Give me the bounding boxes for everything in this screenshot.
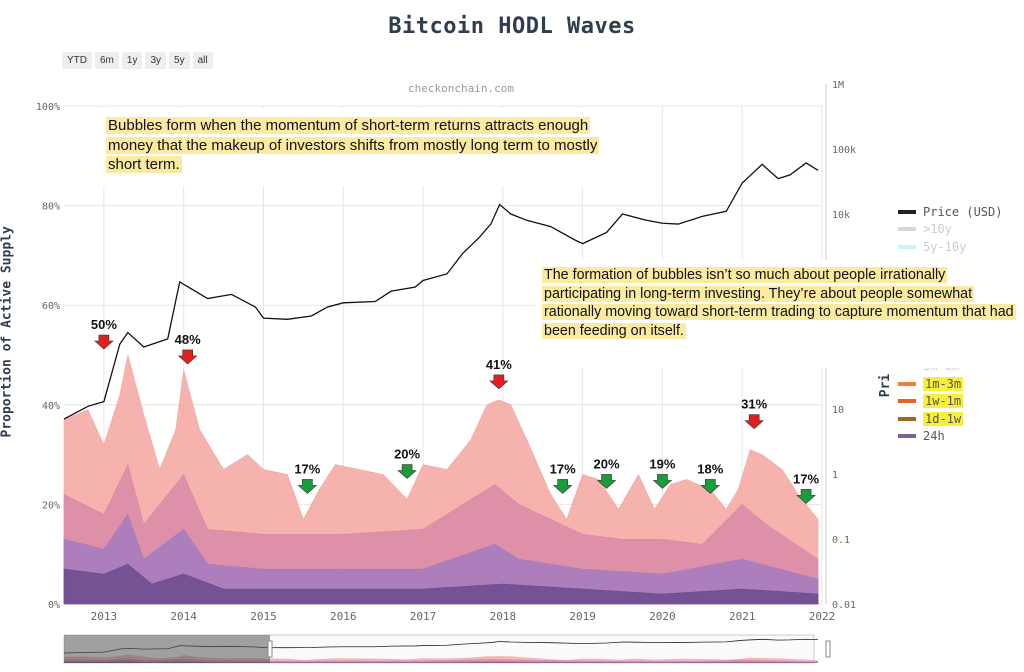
range-5y-button[interactable]: 5y bbox=[169, 52, 190, 69]
callout-arrow-icon bbox=[700, 479, 721, 494]
callout-label: 17% bbox=[793, 471, 819, 486]
range-slider-handle-right[interactable] bbox=[825, 640, 831, 658]
legend-swatch bbox=[898, 434, 916, 439]
x-tick-label: 2022 bbox=[809, 610, 836, 623]
area-24h bbox=[63, 563, 819, 605]
range-slider bbox=[63, 634, 831, 664]
callout-label: 18% bbox=[697, 461, 723, 476]
legend-swatch bbox=[898, 416, 916, 421]
legend-label: 1m-3m bbox=[923, 376, 964, 391]
range-ytd-button[interactable]: YTD bbox=[62, 52, 92, 69]
range-slider-mask bbox=[64, 635, 270, 663]
legend-label: Price (USD) bbox=[923, 204, 1003, 219]
callout-label: 41% bbox=[486, 357, 512, 372]
x-tick-label: 2019 bbox=[569, 610, 596, 623]
x-tick-label: 2017 bbox=[410, 610, 437, 623]
legend-swatch bbox=[898, 209, 916, 214]
y2-tick-label: 100k bbox=[832, 145, 856, 156]
legend-swatch bbox=[898, 227, 916, 232]
annotation-right: The formation of bubbles isn’t so much a… bbox=[536, 260, 1022, 368]
callout-arrow-icon bbox=[596, 474, 617, 489]
callout-label: 17% bbox=[550, 461, 576, 476]
legend-label: 1d-1w bbox=[923, 411, 964, 426]
legend: Price (USD)>10y5y-10y3m-6m1m-3m1w-1m1d-1… bbox=[898, 203, 1002, 445]
callout-label: 48% bbox=[175, 332, 201, 347]
callout-arrow-icon bbox=[94, 334, 114, 350]
x-tick-label: 2016 bbox=[330, 610, 357, 623]
callout-label: 31% bbox=[741, 397, 767, 412]
callout-markers: 50% 48% 17% 20% 41% 17% 20% 19% 18% 31% 17% bbox=[91, 317, 819, 504]
axes: 0% 20% 40% 60% 80% 100% 2013 2014 2015 2016 2017 20… bbox=[36, 80, 856, 623]
legend-item[interactable]: Price (USD) bbox=[898, 203, 1002, 221]
annotation-top: Bubbles form when the momentum of short-… bbox=[100, 108, 640, 186]
callout-arrow-icon bbox=[652, 474, 673, 489]
legend-swatch bbox=[898, 399, 916, 404]
annotation-top-text: Bubbles form when the momentum of short-… bbox=[106, 117, 600, 173]
legend-item[interactable]: 5y-10y bbox=[898, 238, 1002, 256]
y-tick-label: 0% bbox=[48, 600, 60, 611]
y2-tick-label: 1 bbox=[832, 470, 838, 481]
callout-arrow-icon bbox=[744, 414, 764, 430]
area-series bbox=[63, 354, 819, 605]
callout-arrow-icon bbox=[397, 464, 417, 479]
annotation-right-text: The formation of bubbles isn’t so much a… bbox=[542, 267, 1016, 339]
y2-tick-label: 1M bbox=[832, 80, 844, 91]
callout-label: 20% bbox=[394, 447, 420, 462]
legend-swatch bbox=[898, 244, 916, 249]
callout-arrow-icon bbox=[796, 489, 816, 504]
legend-label: 5y-10y bbox=[923, 239, 967, 254]
y-tick-label: 100% bbox=[36, 102, 60, 113]
legend-item[interactable]: 1d-1w bbox=[898, 410, 1002, 428]
legend-item[interactable]: >10y bbox=[898, 221, 1002, 239]
y-tick-label: 80% bbox=[42, 202, 60, 213]
range-1y-button[interactable]: 1y bbox=[121, 52, 143, 69]
legend-label: 24h bbox=[923, 429, 945, 444]
callout-label: 17% bbox=[294, 461, 320, 476]
y-tick-label: 60% bbox=[42, 301, 60, 312]
range-slider-handle-left[interactable] bbox=[267, 640, 273, 658]
y2-tick-label: 0.01 bbox=[832, 600, 856, 611]
y2-axis-label: Pri bbox=[878, 373, 894, 398]
range-selector: YTD 6m 1y 3y 5y all bbox=[62, 52, 213, 69]
callout-label: 50% bbox=[91, 317, 117, 332]
callout-label: 20% bbox=[594, 456, 620, 471]
y2-tick-label: 0.1 bbox=[832, 535, 850, 546]
x-tick-label: 2015 bbox=[250, 610, 277, 623]
watermark: checkonchain.com bbox=[408, 82, 514, 95]
x-tick-label: 2014 bbox=[170, 610, 197, 623]
price-line bbox=[63, 162, 819, 420]
area-1d-1w bbox=[63, 513, 819, 605]
y-axis-label: Proportion of Active Supply bbox=[0, 226, 15, 438]
legend-item[interactable]: 1m-3m bbox=[898, 375, 1002, 393]
legend-label: >10y bbox=[923, 222, 952, 237]
y2-tick-label: 10k bbox=[832, 210, 850, 221]
x-tick-label: 2013 bbox=[91, 610, 118, 623]
price-usd-line bbox=[63, 162, 819, 420]
callout-arrow-icon bbox=[489, 374, 509, 390]
range-3y-button[interactable]: 3y bbox=[145, 52, 167, 69]
x-tick-label: 2018 bbox=[490, 610, 517, 623]
y-tick-label: 40% bbox=[42, 401, 60, 412]
range-all-button[interactable]: all bbox=[192, 52, 213, 69]
legend-swatch bbox=[898, 381, 916, 386]
y2-tick-label: 10 bbox=[832, 405, 844, 416]
legend-item[interactable]: 1w-1m bbox=[898, 393, 1002, 411]
range-6m-button[interactable]: 6m bbox=[95, 52, 119, 69]
callout-arrow-icon bbox=[297, 479, 318, 494]
x-tick-label: 2021 bbox=[729, 610, 756, 623]
callout-label: 19% bbox=[649, 456, 675, 471]
callout-arrow-icon bbox=[552, 479, 573, 494]
legend-label: 1w-1m bbox=[923, 394, 964, 409]
chart-title: Bitcoin HODL Waves bbox=[388, 14, 636, 39]
callout-arrow-icon bbox=[177, 349, 198, 365]
y-tick-label: 20% bbox=[42, 500, 60, 511]
x-tick-label: 2020 bbox=[649, 610, 676, 623]
legend-item[interactable]: 24h bbox=[898, 428, 1002, 446]
